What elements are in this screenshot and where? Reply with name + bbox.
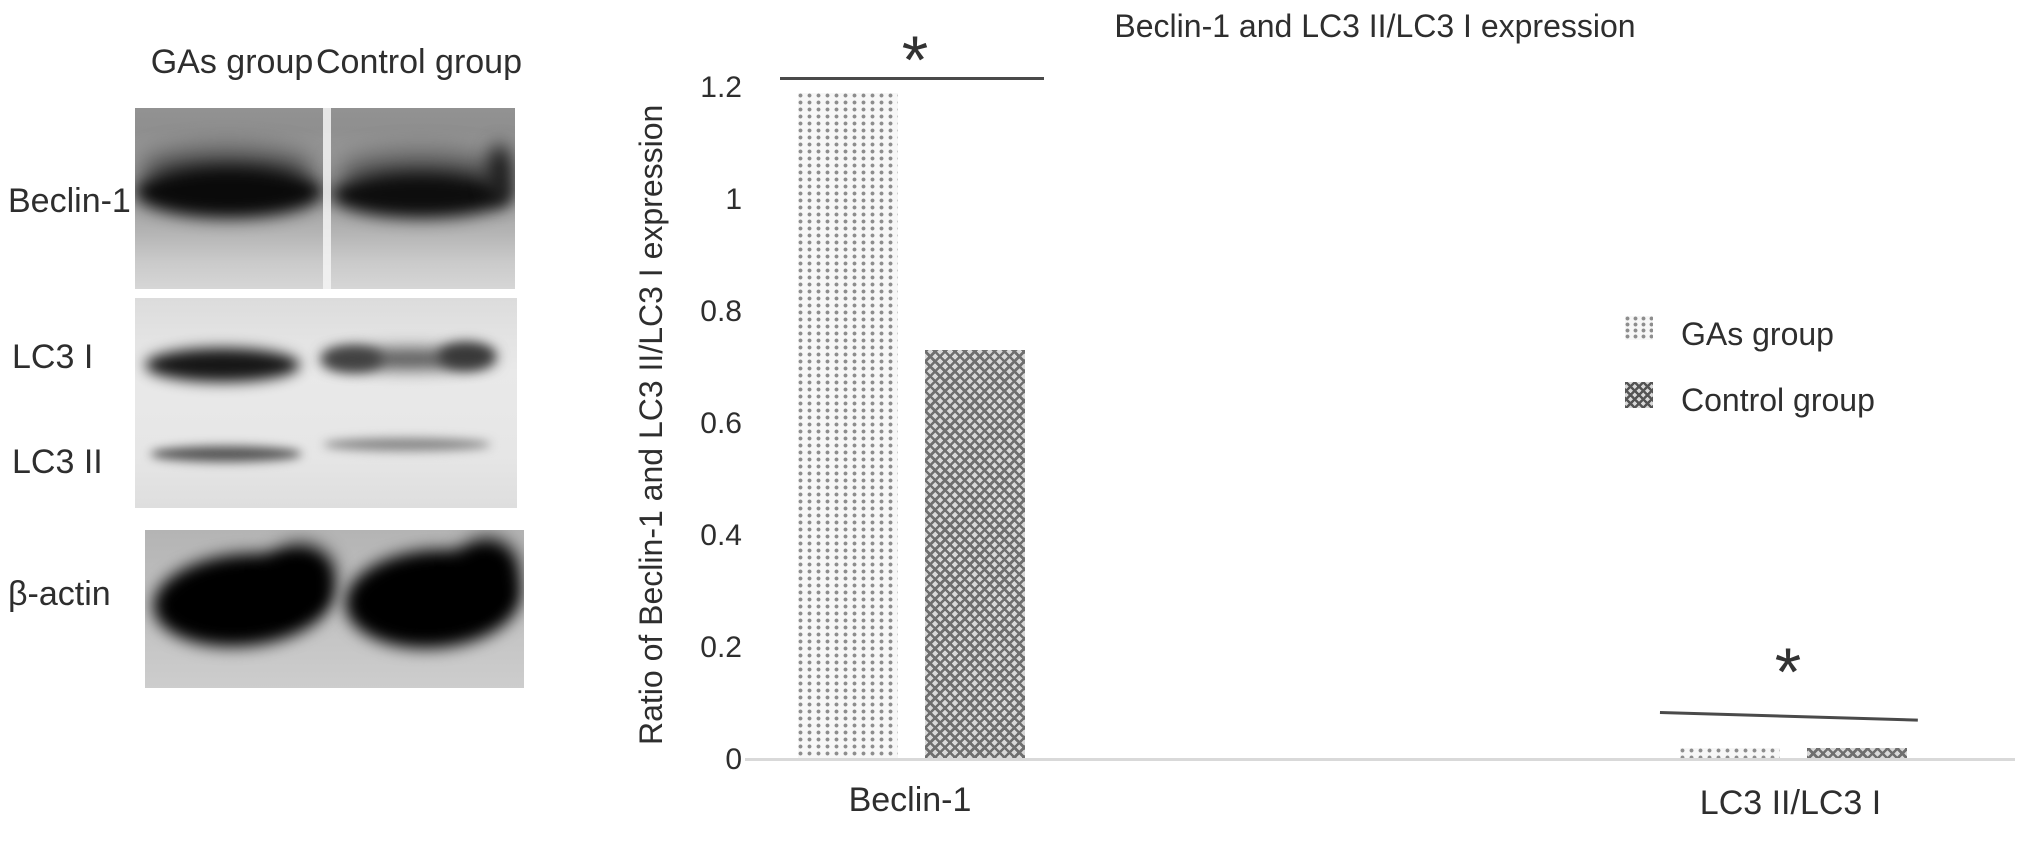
blot-panel-beclin1 <box>135 108 515 289</box>
blot-band <box>455 538 519 600</box>
legend-swatch-control <box>1625 382 1653 408</box>
chart-title: Beclin-1 and LC3 II/LC3 I expression <box>1114 8 1636 44</box>
blot-band <box>438 342 496 370</box>
significance-line-lc3ratio <box>1659 711 1918 722</box>
blot-band <box>145 348 300 382</box>
y-tick-label: 0.4 <box>700 519 742 552</box>
blot-band <box>487 144 513 204</box>
blot-row-label-lc3ii: LC3 II <box>12 443 103 481</box>
bar-gas-beclin1 <box>798 93 898 759</box>
significance-line-beclin1 <box>780 77 1044 80</box>
y-tick-label: 0 <box>725 743 742 776</box>
blot-panel-lc3 <box>135 298 517 508</box>
blot-lane-gap <box>323 108 331 289</box>
x-category-label-lc3ratio: LC3 II/LC3 I <box>1699 784 1882 822</box>
blot-panel-bactin <box>145 530 524 688</box>
blot-band <box>150 446 302 462</box>
y-tick-label: 1 <box>725 183 742 216</box>
legend-label-gas: GAs group <box>1681 316 1834 352</box>
blot-column-header-gas: GAs group <box>150 43 314 81</box>
legend-label-control: Control group <box>1681 382 1875 418</box>
blot-band <box>135 166 323 218</box>
blot-band <box>321 346 383 372</box>
blot-band <box>265 544 335 604</box>
bar-control-beclin1 <box>925 350 1025 759</box>
blot-row-label-lc3i: LC3 I <box>12 338 94 376</box>
y-tick-label: 1.2 <box>700 71 742 104</box>
y-tick-label: 0.6 <box>700 407 742 440</box>
x-category-label-beclin1: Beclin-1 <box>848 781 972 819</box>
bar-control-lc3ratio <box>1807 748 1907 759</box>
blot-column-header-control: Control group <box>315 43 522 81</box>
blot-band <box>331 172 511 218</box>
blot-band <box>323 438 491 451</box>
x-axis-line <box>745 758 2015 761</box>
blot-row-label-bactin: β-actin <box>8 575 111 613</box>
y-tick-label: 0.8 <box>700 295 742 328</box>
blot-row-label-beclin1: Beclin-1 <box>8 182 131 220</box>
legend-swatch-gas <box>1625 316 1653 340</box>
bar-gas-lc3ratio <box>1680 748 1780 759</box>
significance-asterisk-lc3ratio: * <box>1774 634 1802 710</box>
y-tick-label: 0.2 <box>700 631 742 664</box>
significance-asterisk-beclin1: * <box>901 22 929 98</box>
